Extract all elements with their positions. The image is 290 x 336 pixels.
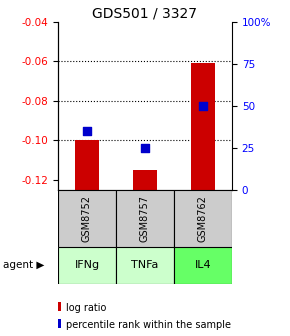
Text: IL4: IL4 (195, 260, 211, 270)
Bar (174, 190, 232, 247)
Text: GSM8762: GSM8762 (198, 195, 208, 242)
Text: percentile rank within the sample: percentile rank within the sample (66, 320, 231, 330)
Point (85, 128, 89, 134)
Bar (58, 190, 116, 247)
Bar (133, 170, 157, 190)
Bar (116, 247, 174, 284)
Text: TNFa: TNFa (131, 260, 159, 270)
Title: GDS501 / 3327: GDS501 / 3327 (93, 7, 197, 21)
Text: log ratio: log ratio (66, 303, 106, 313)
Bar (174, 247, 232, 284)
Text: agent ▶: agent ▶ (3, 260, 44, 270)
Bar (75, 140, 99, 190)
Bar (58, 247, 116, 284)
Text: IFNg: IFNg (75, 260, 99, 270)
Bar (116, 190, 174, 247)
Text: GSM8752: GSM8752 (82, 195, 92, 242)
Point (201, 103, 205, 109)
Bar (191, 64, 215, 190)
Point (143, 145, 147, 151)
Text: GSM8757: GSM8757 (140, 195, 150, 242)
